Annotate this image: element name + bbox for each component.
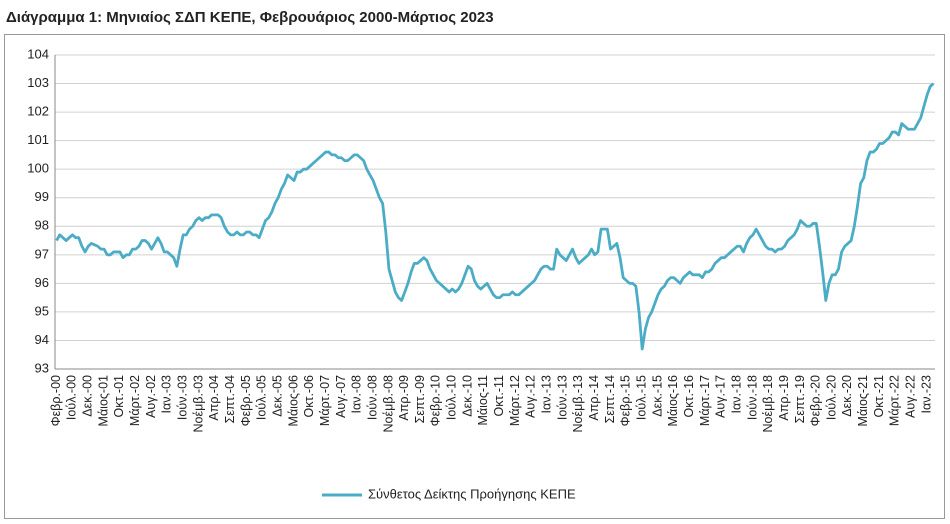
x-tick-label: Ιούλ.-00 [65, 375, 79, 420]
x-tick-label: Φεβρ.-10 [429, 375, 443, 426]
x-tick-label: Νοέμβ.-13 [571, 375, 585, 433]
y-tick-label: 97 [35, 246, 49, 261]
x-tick-label: Σεπτ.-09 [413, 375, 427, 423]
x-tick-label: Σεπτ.-04 [223, 375, 237, 423]
x-tick-label: Φεβρ.-00 [49, 375, 63, 426]
legend-label: Σύνθετος Δείκτης Προήγησης ΚΕΠΕ [368, 486, 576, 501]
x-tick-label: Οκτ.-01 [112, 375, 126, 417]
y-tick-label: 102 [27, 104, 49, 119]
x-tick-label: Ιαν.-23 [919, 375, 933, 414]
x-tick-label: Ιούν.-08 [365, 375, 379, 420]
x-tick-label: Ιούλ.-10 [445, 375, 459, 420]
y-tick-label: 100 [27, 161, 49, 176]
x-tick-label: Μάρτ.-02 [128, 375, 142, 426]
x-tick-label: Δεκ.-10 [460, 375, 474, 417]
x-tick-label: Μάιος-16 [666, 375, 680, 427]
x-tick-label: Απρ.-19 [777, 375, 791, 421]
x-tick-label: Μάιος-11 [476, 375, 490, 426]
x-tick-label: Ιαν.-13 [540, 375, 554, 414]
x-tick-label: Δεκ.-00 [81, 375, 95, 417]
y-tick-label: 93 [35, 360, 49, 375]
x-tick-label: Ιούλ.-20 [824, 375, 838, 420]
x-tick-label: Ιαν.-08 [350, 375, 364, 414]
x-tick-label: Μάιος-21 [856, 375, 870, 427]
x-tick-label: Μάρτ.-07 [318, 375, 332, 426]
x-tick-label: Σεπτ.-14 [603, 375, 617, 423]
x-tick-label: Φεβρ.-20 [809, 375, 823, 426]
x-tick-label: Ιαν.-03 [160, 375, 174, 414]
y-tick-label: 96 [35, 275, 49, 290]
x-tick-label: Δεκ.-20 [840, 375, 854, 417]
x-tick-label: Απρ.-14 [587, 375, 601, 421]
x-tick-label: Δεκ.-05 [270, 375, 284, 417]
x-tick-label: Δεκ.-15 [650, 375, 664, 417]
y-tick-label: 95 [35, 303, 49, 318]
x-tick-label: Φεβρ.-15 [619, 375, 633, 426]
x-tick-label: Νοέμβ.-18 [761, 375, 775, 433]
x-tick-label: Μάιος-01 [96, 375, 110, 427]
y-tick-label: 103 [27, 75, 49, 90]
x-tick-label: Νοέμβ.-08 [381, 375, 395, 433]
x-tick-label: Ιούν.-03 [175, 375, 189, 420]
y-tick-label: 94 [35, 332, 49, 347]
x-tick-label: Αυγ.-07 [334, 375, 348, 418]
x-tick-label: Ιούν.-13 [555, 375, 569, 420]
x-tick-label: Μάιος-06 [286, 375, 300, 427]
series-line [55, 82, 935, 351]
y-tick-label: 99 [35, 189, 49, 204]
chart-border [4, 34, 945, 519]
x-tick-label: Αυγ.-22 [904, 375, 918, 418]
x-tick-label: Μάρτ.-22 [888, 375, 902, 426]
x-tick-label: Ιαν.-18 [729, 375, 743, 414]
x-tick-label: Ιούλ.-05 [255, 375, 269, 420]
x-tick-label: Σεπτ.-19 [793, 375, 807, 423]
y-tick-label: 101 [27, 132, 49, 147]
x-tick-label: Απρ.-09 [397, 375, 411, 421]
x-tick-label: Αυγ.-17 [714, 375, 728, 418]
x-tick-label: Μάρτ.-17 [698, 375, 712, 426]
x-tick-label: Αυγ.-12 [524, 375, 538, 418]
chart-title: Διάγραμμα 1: Μηνιαίος ΣΔΠ ΚΕΠΕ, Φεβρουάρ… [6, 9, 494, 26]
x-tick-label: Οκτ.-06 [302, 375, 316, 417]
y-tick-label: 98 [35, 218, 49, 233]
x-tick-label: Ιούλ.-15 [634, 375, 648, 420]
y-tick-label: 104 [27, 46, 49, 61]
x-tick-label: Απρ.-04 [207, 375, 221, 421]
x-tick-label: Φεβρ.-05 [239, 375, 253, 426]
x-tick-label: Αυγ.-02 [144, 375, 158, 418]
x-tick-label: Νοέμβ.-03 [191, 375, 205, 433]
x-tick-label: Οκτ.-16 [682, 375, 696, 417]
x-tick-label: Ιούν.-18 [745, 375, 759, 420]
x-tick-label: Οκτ.-11 [492, 375, 506, 417]
x-tick-label: Μάρτ.-12 [508, 375, 522, 426]
x-tick-label: Οκτ.-21 [872, 375, 886, 417]
